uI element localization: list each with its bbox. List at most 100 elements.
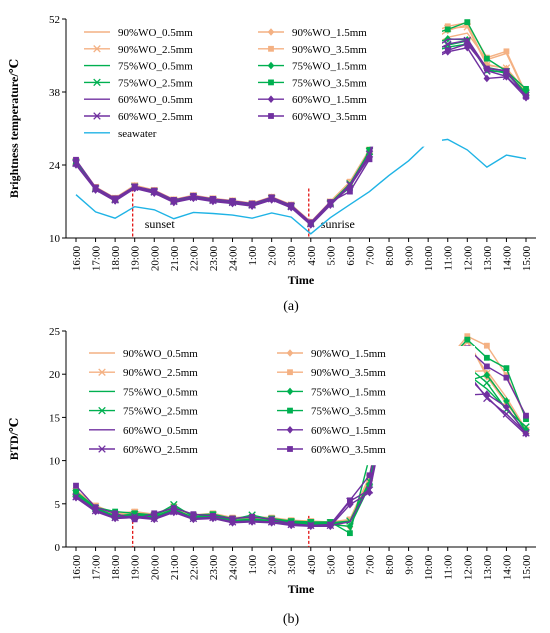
legend-item: 60%WO_2.5mm bbox=[84, 111, 193, 123]
x-tick-label: 22:00 bbox=[188, 246, 200, 272]
data-point bbox=[249, 200, 255, 207]
data-point bbox=[483, 65, 490, 72]
data-point bbox=[170, 197, 177, 203]
data-point bbox=[131, 516, 138, 523]
data-point bbox=[347, 516, 353, 523]
data-point bbox=[73, 482, 79, 489]
legend-label: 60%WO_0.5mm bbox=[118, 94, 193, 106]
data-point bbox=[523, 416, 529, 423]
series-line bbox=[75, 46, 527, 226]
legend-label: 75%WO_1.5mm bbox=[292, 61, 367, 73]
x-tick-label: 20:00 bbox=[149, 555, 161, 581]
x-tick-label: 17:00 bbox=[91, 246, 103, 272]
x-tick-label: 1:00 bbox=[247, 246, 259, 266]
legend-item: 90%WO_2.5mm bbox=[89, 367, 198, 379]
data-point bbox=[483, 363, 490, 370]
data-point bbox=[131, 510, 138, 517]
legend-item: 75%WO_0.5mm bbox=[89, 386, 198, 398]
y-tick-label: 38 bbox=[49, 87, 61, 99]
legend-item: 60%WO_1.5mm bbox=[258, 94, 367, 106]
x-tick-label: 7:00 bbox=[364, 246, 376, 266]
data-point bbox=[210, 195, 216, 202]
chart-a: 10 24 38 52 16:00 17:00 18:00 19:00 20:00 21:00 22… bbox=[7, 14, 536, 314]
legend-marker bbox=[286, 349, 294, 357]
series-seawater bbox=[75, 138, 527, 235]
legend-label: 60%WO_0.5mm bbox=[123, 425, 198, 437]
legend-label: 90%WO_1.5mm bbox=[311, 348, 386, 360]
legend-item: 60%WO_2.5mm bbox=[89, 444, 198, 456]
legend-label: 60%WO_1.5mm bbox=[311, 425, 386, 437]
legend-label: seawater bbox=[118, 128, 157, 140]
y-tick-label: 10 bbox=[49, 456, 61, 468]
data-point bbox=[307, 522, 314, 529]
x-tick-label: 20:00 bbox=[149, 246, 161, 272]
legend-item: 60%WO_3.5mm bbox=[258, 111, 367, 123]
x-tick-label: 4:00 bbox=[306, 246, 318, 266]
x-tick-label: 18:00 bbox=[110, 246, 122, 272]
data-point bbox=[170, 505, 177, 512]
legend-label: 90%WO_2.5mm bbox=[118, 44, 193, 56]
legend-label: 90%WO_0.5mm bbox=[118, 27, 193, 39]
series-line bbox=[75, 39, 527, 225]
legend-item: 90%WO_1.5mm bbox=[258, 27, 367, 39]
x-tick-label: 8:00 bbox=[384, 555, 396, 575]
data-point bbox=[112, 195, 119, 202]
x-tick-label: 14:00 bbox=[501, 555, 513, 581]
legend-bg bbox=[87, 346, 475, 466]
legend-item: 60%WO_0.5mm bbox=[89, 425, 198, 437]
x-tick-label: 21:00 bbox=[169, 246, 181, 272]
legend-label: 90%WO_0.5mm bbox=[123, 348, 198, 360]
x-tick-label: 9:00 bbox=[404, 555, 416, 575]
legend: 90%WO_0.5mm 90%WO_1.5mm 90%WO_2.5mm 90%WO_3… bbox=[82, 25, 442, 147]
x-tick-label: 2:00 bbox=[267, 555, 279, 575]
x-tick-label: 12:00 bbox=[462, 246, 474, 272]
legend-label: 90%WO_3.5mm bbox=[292, 44, 367, 56]
legend-marker bbox=[93, 112, 101, 120]
x-tick-label: 13:00 bbox=[482, 555, 494, 581]
data-point bbox=[288, 202, 295, 209]
legend: 90%WO_0.5mm 90%WO_1.5mm 90%WO_2.5mm 90%WO_3… bbox=[87, 346, 475, 466]
data-point bbox=[190, 192, 197, 199]
legend-item: 90%WO_3.5mm bbox=[258, 44, 367, 56]
legend-marker bbox=[268, 113, 274, 119]
data-point bbox=[483, 354, 490, 361]
x-tick-label: 6:00 bbox=[345, 246, 357, 266]
legend-label: 75%WO_1.5mm bbox=[311, 386, 386, 398]
legend-item: seawater bbox=[84, 128, 157, 140]
data-point bbox=[112, 510, 119, 517]
legend-label: 60%WO_2.5mm bbox=[118, 111, 193, 123]
data-point bbox=[444, 23, 451, 30]
data-point bbox=[483, 74, 491, 83]
x-tick-label: 19:00 bbox=[130, 246, 142, 272]
data-point bbox=[307, 519, 314, 525]
x-tick-label: 8:00 bbox=[384, 246, 396, 266]
legend-label: 75%WO_0.5mm bbox=[118, 61, 193, 73]
data-point bbox=[503, 68, 510, 75]
data-point bbox=[503, 365, 510, 372]
x-tick-label: 15:00 bbox=[521, 246, 533, 272]
legend-marker bbox=[98, 406, 106, 415]
legend-marker bbox=[287, 446, 293, 452]
data-point bbox=[464, 336, 471, 343]
legend-marker bbox=[98, 368, 106, 376]
x-tick-label: 3:00 bbox=[286, 555, 298, 575]
legend-marker bbox=[287, 407, 293, 414]
legend-label: 75%WO_0.5mm bbox=[123, 386, 198, 398]
annotation-sunrise: sunrise bbox=[321, 217, 355, 231]
x-tick-label: 24:00 bbox=[228, 246, 240, 272]
data-point bbox=[522, 423, 530, 431]
data-point bbox=[366, 156, 373, 163]
legend-item: 75%WO_2.5mm bbox=[89, 406, 198, 418]
legend-item: 90%WO_3.5mm bbox=[277, 367, 386, 379]
x-tick-label: 11:00 bbox=[443, 246, 455, 271]
data-point bbox=[443, 40, 452, 48]
y-axis-label: BTD/℃ bbox=[7, 418, 21, 460]
data-point bbox=[73, 488, 79, 495]
data-point bbox=[523, 93, 529, 100]
x-tick-label: 12:00 bbox=[462, 555, 474, 581]
x-tick-label: 9:00 bbox=[404, 246, 416, 266]
data-point bbox=[151, 510, 158, 517]
legend-marker bbox=[93, 78, 101, 87]
legend-marker bbox=[267, 95, 275, 103]
data-point bbox=[92, 184, 99, 191]
